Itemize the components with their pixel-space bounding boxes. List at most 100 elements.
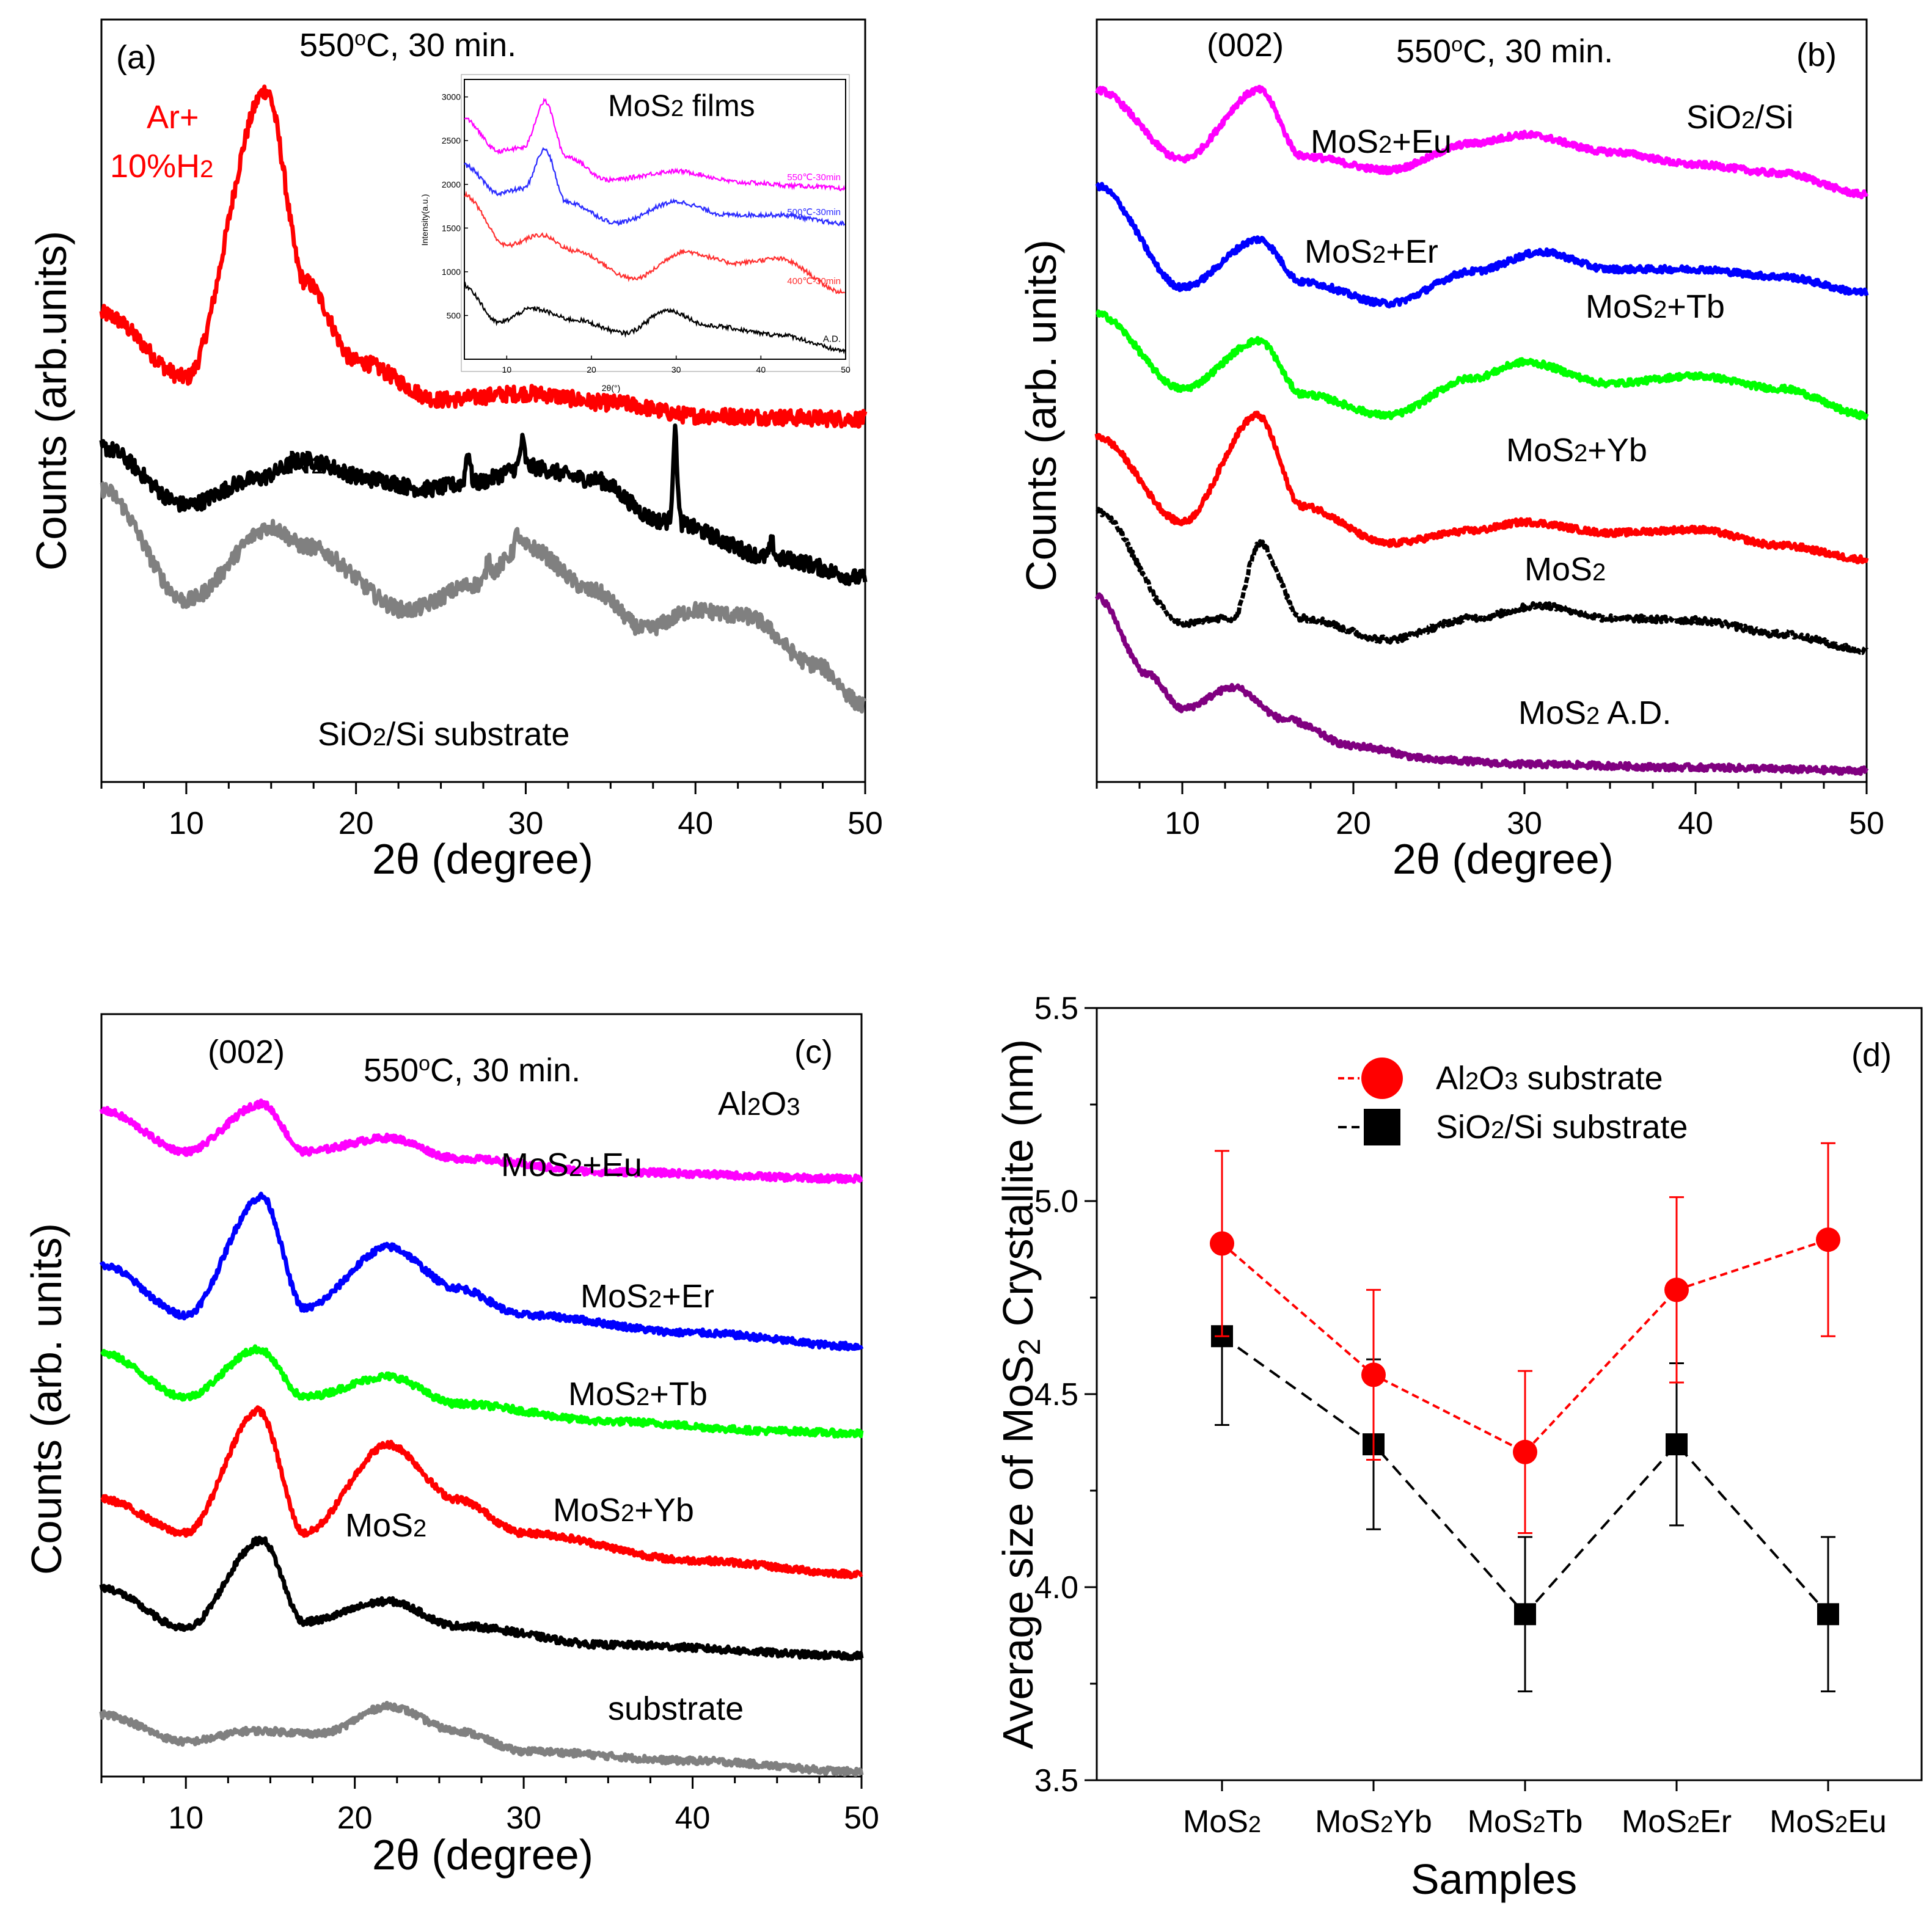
inset-x-tick-label: 20 xyxy=(587,365,596,374)
inset-axes-frame xyxy=(464,79,846,360)
panel-c-x-tick-label: 50 xyxy=(844,1800,879,1836)
label-c-substrate: substrate xyxy=(608,1690,744,1727)
panel-c-series-4 xyxy=(99,1535,864,1662)
inset-series-label: A.D. xyxy=(823,334,841,345)
inset-y-tick-label: 3000 xyxy=(442,92,461,102)
panel-c-curves xyxy=(99,1098,864,1777)
inset-title: MoS2 films xyxy=(608,89,755,123)
panel-c-x-tick-label: 40 xyxy=(675,1800,711,1836)
panel-c-xlabel: 2θ (degree) xyxy=(372,1831,593,1879)
inset-curves xyxy=(463,97,846,354)
inset-y-tick-label: 2500 xyxy=(442,136,461,145)
inset-x-tick-label: 40 xyxy=(756,365,766,374)
panel-b-title: 550oC, 30 min. xyxy=(1396,33,1613,70)
panel-a-curves xyxy=(99,84,868,714)
label-c-yb: MoS2+Yb xyxy=(553,1492,694,1529)
panel-b-x-tick-label: 10 xyxy=(1165,806,1200,841)
panel-a-x-tick-label: 30 xyxy=(508,806,544,841)
panel-a-ylabel: Counts (arb.units) xyxy=(27,231,75,571)
annotation-h2: 10%H2 xyxy=(110,148,213,184)
inset-x-tick-label: 10 xyxy=(502,365,512,374)
panel-d-line-0 xyxy=(1221,1238,1829,1454)
inset-y-tick-label: 1500 xyxy=(442,223,461,233)
panel-d-x-tick-label: MoS2Eu xyxy=(1769,1804,1887,1839)
panel-d-x-ticks: MoS2 MoS2Yb MoS2Tb MoS2Er MoS2Eu xyxy=(1183,1780,1887,1839)
panel-d-x-tick-label: MoS2 xyxy=(1183,1804,1261,1839)
panel-a-series-2 xyxy=(100,481,867,714)
panel-c-substrate: Al2O3 xyxy=(718,1086,800,1122)
panel-a-xlabel: 2θ (degree) xyxy=(372,835,593,883)
panel-d-y-tick-label: 5.0 xyxy=(1034,1184,1078,1219)
legend-sio2-label: SiO2/Si substrate xyxy=(1436,1109,1688,1145)
panel-b-series-1 xyxy=(1095,181,1869,309)
panel-a-x-tick-label: 50 xyxy=(847,806,883,841)
panel-a-series-0 xyxy=(99,84,868,429)
panel-b-substrate: SiO2/Si xyxy=(1686,99,1793,136)
panel-d-y-tick-label: 4.0 xyxy=(1034,1570,1078,1605)
panel-c-peak-label: (002) xyxy=(208,1034,285,1070)
inset-y-tick-label: 1000 xyxy=(442,267,461,277)
inset-ticks: 550℃-30min 500℃-30min 400℃-30min A.D. 10 20 30… xyxy=(442,92,851,374)
panel-d-point-sio2 xyxy=(1666,1433,1688,1456)
panel-b-x-tick-label: 20 xyxy=(1336,806,1371,841)
panel-c-series-0 xyxy=(99,1098,863,1185)
panel-d-point-al2o3 xyxy=(1664,1277,1689,1302)
label-b-mos2: MoS2 xyxy=(1524,551,1606,588)
inset-y-tick-label: 2000 xyxy=(442,180,461,189)
panel-b-series-3 xyxy=(1094,411,1869,564)
panel-d-y-tick-label: 4.5 xyxy=(1034,1377,1078,1412)
label-b-er: MoS2+Er xyxy=(1304,233,1438,270)
panel-c-x-ticks: 10 20 30 40 50 xyxy=(100,1777,879,1836)
panel-d-point-sio2 xyxy=(1514,1603,1536,1626)
panel-d-x-tick-label: MoS2Tb xyxy=(1468,1804,1583,1839)
panel-b-x-tick-label: 50 xyxy=(1849,806,1884,841)
panel-a-inset: 550℃-30min 500℃-30min 400℃-30min A.D. 10 20 30… xyxy=(420,72,851,393)
label-c-tb: MoS2+Tb xyxy=(568,1376,708,1412)
inset-series-3 xyxy=(463,281,846,354)
panel-c-frame xyxy=(100,1013,863,1778)
panel-d-point-al2o3 xyxy=(1210,1231,1234,1256)
inset-y-tick-label: 500 xyxy=(447,310,461,320)
panel-d-ylabel: Average size of MoS2 Crystallite (nm) xyxy=(994,1039,1047,1749)
inset-series-label: 550℃-30min xyxy=(787,172,841,183)
panel-c-series-5 xyxy=(99,1701,864,1777)
inset-series-0 xyxy=(464,97,846,192)
panel-d-x-tick-label: MoS2Er xyxy=(1622,1804,1732,1839)
label-b-ad: MoS2 A.D. xyxy=(1518,695,1671,731)
panel-b: 10 20 30 40 50 (002) 550oC, 30 min. (b) SiO2… xyxy=(1017,18,1884,883)
annotation-n2: N2 xyxy=(287,444,324,481)
annotation-ar: Ar+ xyxy=(147,99,199,136)
panel-b-series-4 xyxy=(1095,506,1869,656)
panel-b-curves xyxy=(1094,84,1869,776)
panel-a-series-1 xyxy=(99,423,868,586)
inset-x-tick-label: 50 xyxy=(841,365,851,374)
panel-b-series-5 xyxy=(1094,592,1869,776)
label-b-tb: MoS2+Tb xyxy=(1586,288,1725,325)
inset-outer-frame xyxy=(461,74,850,372)
panel-a-title: 550oC, 30 min. xyxy=(299,27,516,64)
inset-series-label: 400℃-30min xyxy=(787,276,841,287)
inset-ylabel: Intensity(a.u.) xyxy=(420,194,430,246)
panel-d-legend: Al2O3 substrate SiO2/Si substrate xyxy=(1338,1057,1688,1145)
annotation-substrate: SiO2/Si substrate xyxy=(318,716,569,753)
panel-d-y-tick-label: 5.5 xyxy=(1034,991,1078,1026)
label-c-er: MoS2+Er xyxy=(580,1278,714,1315)
inset-x-tick-label: 30 xyxy=(671,365,681,374)
panel-d-marks xyxy=(1210,1142,1840,1693)
panel-c-x-tick-label: 30 xyxy=(506,1800,541,1836)
panel-b-ylabel: Counts (arb. units) xyxy=(1017,239,1065,591)
panel-d-frame xyxy=(1096,1007,1923,1781)
panel-c: 10 20 30 40 50 (002) 550oC, 30 min. (c) Al2O… xyxy=(23,1013,879,1879)
panel-c-x-tick-label: 10 xyxy=(168,1800,203,1836)
panel-b-series-2 xyxy=(1095,309,1869,420)
legend-al2o3-label: Al2O3 substrate xyxy=(1436,1060,1663,1097)
panel-d-x-tick-label: MoS2Yb xyxy=(1315,1804,1432,1839)
panel-a-x-ticks: 10 20 30 40 50 xyxy=(100,782,883,841)
panel-c-series-2 xyxy=(100,1344,864,1439)
panel-c-label: (c) xyxy=(794,1034,833,1070)
panel-c-title: 550oC, 30 min. xyxy=(364,1052,580,1089)
panel-d-label: (d) xyxy=(1851,1037,1892,1073)
label-c-eu: MoS2+Eu xyxy=(501,1147,642,1183)
panel-a-label: (a) xyxy=(116,39,156,76)
